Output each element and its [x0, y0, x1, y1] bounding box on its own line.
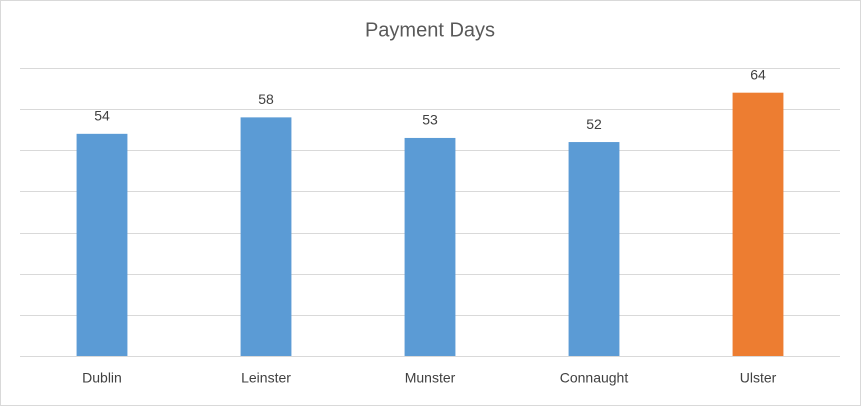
data-label: 64: [750, 66, 766, 82]
x-tick-label: Connaught: [560, 370, 629, 386]
bar: [568, 142, 620, 356]
x-tick-label: Dublin: [82, 370, 122, 386]
bar: [240, 117, 292, 356]
data-label: 54: [94, 108, 110, 124]
bar: [76, 133, 128, 356]
x-tick-label: Munster: [405, 370, 456, 386]
bar: [732, 92, 784, 356]
chart-title: Payment Days: [365, 19, 495, 41]
data-label: 58: [258, 91, 274, 107]
data-label: 53: [422, 112, 438, 128]
x-tick-label: Ulster: [740, 370, 777, 386]
x-tick-label: Leinster: [241, 370, 291, 386]
bar: [404, 137, 456, 356]
data-label: 52: [586, 116, 602, 132]
